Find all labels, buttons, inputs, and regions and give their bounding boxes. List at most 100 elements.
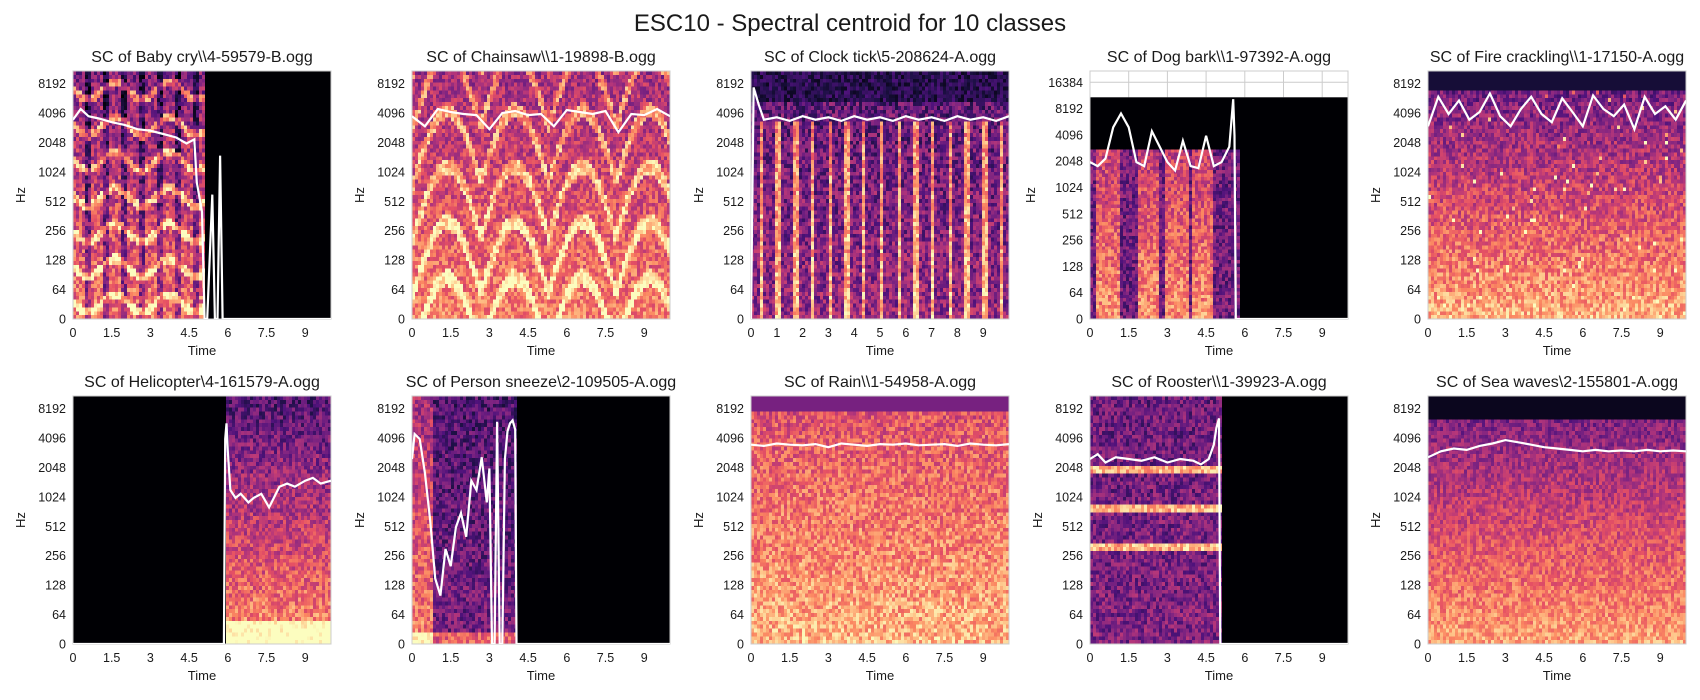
x-tick-label: 0 [409,326,416,340]
y-tick-label: 1024 [1393,490,1421,504]
x-tick-label: 7.5 [1613,651,1630,665]
y-tick-label: 128 [1062,260,1083,274]
y-tick-label: 4096 [38,432,66,446]
y-tick-label: 512 [45,195,66,209]
panel-10: SC of Sea waves\2-155801-A.ogg 0 1.5 3 4.5 6 7… [1368,374,1687,683]
x-tick-label: 9 [1319,326,1326,340]
y-tick-label: 1024 [1055,181,1083,195]
y-tick-label: 4096 [716,432,744,446]
x-tick-label: 1.5 [103,651,120,665]
panel-title: SC of Chainsaw\\1-19898-B.ogg [426,49,655,66]
x-tick-label: 9 [1657,326,1664,340]
x-tick-label: 7.5 [597,651,614,665]
y-tick-label: 2048 [377,461,405,475]
x-tick-label: 1.5 [1120,326,1137,340]
panel-title: SC of Rain\\1-54958-A.ogg [784,374,976,391]
y-tick-label: 256 [1400,549,1421,563]
y-tick-label: 256 [1400,224,1421,238]
x-tick-label: 9 [302,326,309,340]
x-tick-label: 9 [302,651,309,665]
y-tick-label: 2048 [716,461,744,475]
centroid-line [412,418,670,644]
y-tick-label: 2048 [38,461,66,475]
x-tick-label: 1 [773,326,780,340]
x-axis-label: Time [1543,668,1571,683]
y-tick-label: 256 [1062,549,1083,563]
x-tick-label: 1.5 [103,326,120,340]
x-tick-label: 0 [1425,651,1432,665]
x-tick-label: 6 [1579,651,1586,665]
y-tick-label: 512 [1400,195,1421,209]
centroid-line [1090,99,1348,319]
centroid-line [1090,418,1348,644]
x-tick-label: 6 [902,326,909,340]
x-tick-label: 4.5 [180,326,197,340]
y-tick-label: 2048 [1055,155,1083,169]
x-tick-label: 1.5 [1458,326,1475,340]
x-tick-label: 3 [1502,651,1509,665]
y-tick-label: 256 [1062,234,1083,248]
x-tick-label: 9 [641,326,648,340]
y-tick-label: 128 [384,254,405,268]
y-tick-label: 128 [1400,579,1421,593]
x-axis-label: Time [1205,668,1233,683]
panel-7: SC of Person sneeze\2-109505-A.ogg 0 1.5 3 4… [352,374,676,683]
x-tick-label: 0 [748,326,755,340]
x-tick-label: 0 [1425,326,1432,340]
y-tick-label: 64 [52,608,66,622]
x-tick-label: 0 [1087,326,1094,340]
x-tick-label: 3 [1502,326,1509,340]
y-tick-label: 4096 [1055,128,1083,142]
centroid-line [1428,438,1686,459]
y-tick-label: 64 [1069,608,1083,622]
centroid-line [751,87,1009,319]
y-tick-label: 128 [384,579,405,593]
x-tick-label: 9 [1319,651,1326,665]
x-tick-label: 7.5 [258,326,275,340]
y-tick-label: 1024 [377,165,405,179]
axes-frame [1089,395,1349,645]
axes-frame [411,70,671,320]
axes-frame [750,70,1010,320]
y-tick-label: 1024 [1393,165,1421,179]
y-axis-label: Hz [13,512,28,528]
y-tick-label: 128 [723,579,744,593]
y-tick-label: 0 [398,313,405,327]
figure-title: ESC10 - Spectral centroid for 10 classes [634,10,1066,37]
panel-title: SC of Person sneeze\2-109505-A.ogg [406,374,676,391]
y-tick-label: 64 [1407,608,1421,622]
y-tick-label: 128 [1400,254,1421,268]
x-tick-label: 4.5 [1535,326,1552,340]
centroid-line [73,107,331,319]
y-tick-label: 256 [723,549,744,563]
spectrogram [73,396,331,644]
y-tick-label: 8192 [377,402,405,416]
x-axis-label: Time [188,668,216,683]
y-tick-label: 512 [45,520,66,534]
y-tick-label: 8192 [38,77,66,91]
y-tick-label: 64 [391,608,405,622]
y-tick-label: 128 [45,254,66,268]
y-tick-label: 8192 [716,402,744,416]
y-tick-label: 0 [737,638,744,652]
panel-1: SC of Baby cry\\4-59579-B.ogg 0 1.5 3 4.5 6 7.… [13,49,332,358]
x-axis-label: Time [866,343,894,358]
panel-3: SC of Clock tick\5-208624-A.ogg 0 1 2 3 4 5 6 7 8… [691,49,1010,358]
y-tick-label: 512 [384,195,405,209]
panel-title: SC of Baby cry\\4-59579-B.ogg [91,49,312,66]
x-tick-label: 4.5 [1535,651,1552,665]
y-tick-label: 0 [1414,313,1421,327]
x-tick-label: 6 [1241,326,1248,340]
y-tick-label: 4096 [377,432,405,446]
panel-title: SC of Rooster\\1-39923-A.ogg [1111,374,1326,391]
y-tick-label: 128 [1062,579,1083,593]
panel-title: SC of Fire crackling\\1-17150-A.ogg [1430,49,1684,66]
panel-title: SC of Dog bark\\1-97392-A.ogg [1107,49,1331,66]
x-tick-label: 9 [980,651,987,665]
x-tick-label: 0 [748,651,755,665]
y-tick-label: 1024 [38,490,66,504]
x-axis-label: Time [1205,343,1233,358]
panel-title: SC of Helicopter\4-161579-A.ogg [84,374,320,391]
x-tick-label: 0 [70,651,77,665]
y-tick-label: 2048 [377,136,405,150]
